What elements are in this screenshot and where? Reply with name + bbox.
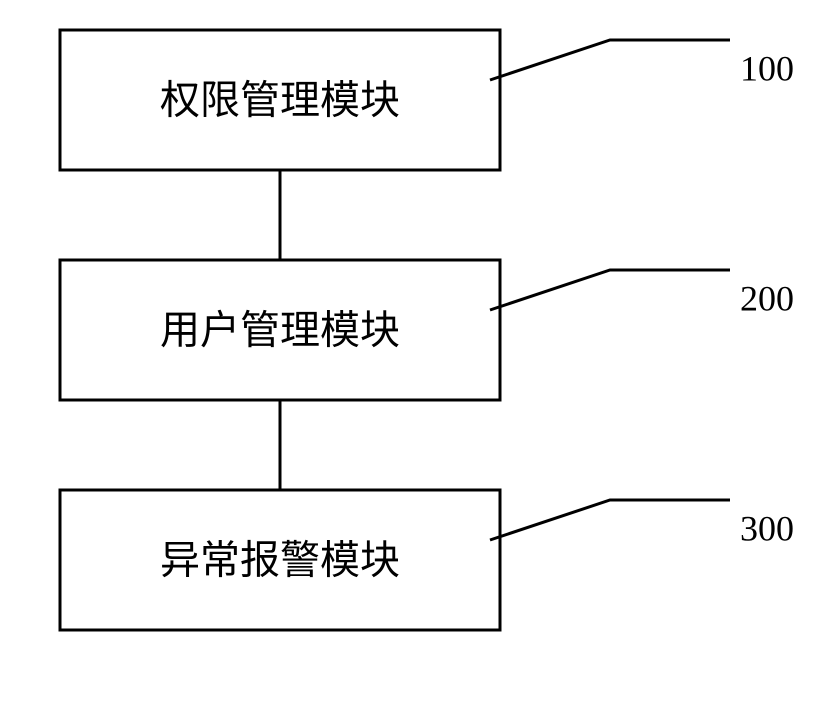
module-label: 用户管理模块 — [160, 308, 400, 353]
reference-number: 100 — [740, 49, 794, 89]
module-label: 异常报警模块 — [160, 538, 400, 583]
reference-number: 300 — [740, 509, 794, 549]
flowchart-diagram: 权限管理模块 100 用户管理模块 200 异常报警模块 300 — [0, 0, 839, 711]
diagram-background — [0, 0, 839, 711]
reference-number: 200 — [740, 279, 794, 319]
module-label: 权限管理模块 — [160, 78, 400, 123]
